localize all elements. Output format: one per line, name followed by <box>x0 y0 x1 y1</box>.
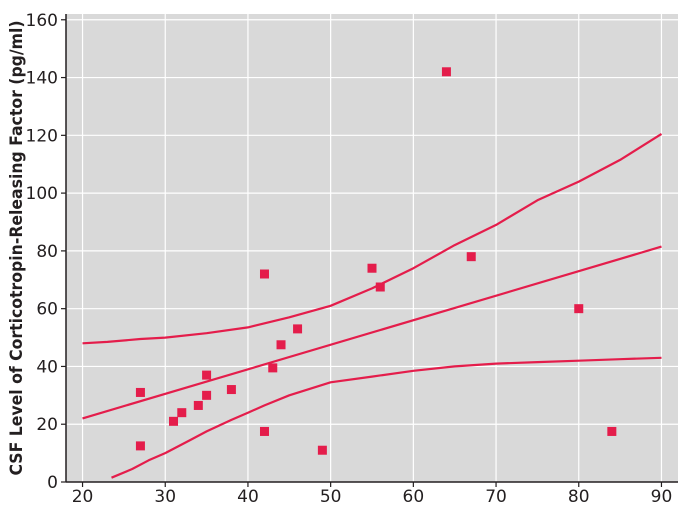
x-axis-ticks: 20 30 40 50 60 70 80 90 <box>72 482 673 507</box>
plot-background <box>66 14 678 482</box>
y-tick-label: 40 <box>36 357 58 377</box>
data-point <box>317 445 327 455</box>
data-point <box>202 370 212 380</box>
y-tick-label: 120 <box>26 126 58 146</box>
x-tick-label: 20 <box>72 487 94 507</box>
data-point <box>293 324 303 334</box>
gridlines <box>66 14 678 482</box>
data-point <box>466 252 476 262</box>
data-point <box>135 387 145 397</box>
y-tick-label: 160 <box>26 11 58 31</box>
y-tick-label: 140 <box>26 69 58 89</box>
x-tick-label: 70 <box>485 487 507 507</box>
y-tick-label: 0 <box>47 473 58 493</box>
y-tick-label: 80 <box>36 242 58 262</box>
data-point <box>574 304 584 314</box>
y-axis-ticks: 0 20 40 60 80 100 120 140 160 <box>26 11 66 493</box>
y-tick-label: 20 <box>36 415 58 435</box>
axes <box>65 14 678 483</box>
data-point <box>202 390 212 400</box>
data-point <box>259 269 269 279</box>
upper-band-line <box>82 132 663 345</box>
data-point <box>169 416 179 426</box>
data-point <box>367 263 377 273</box>
data-point <box>276 340 286 350</box>
data-point <box>226 385 236 395</box>
x-tick-label: 90 <box>651 487 673 507</box>
data-point <box>177 408 187 418</box>
line-series <box>82 132 663 479</box>
x-tick-label: 80 <box>568 487 590 507</box>
data-point <box>441 67 451 77</box>
lower-band-line <box>111 356 662 479</box>
x-tick-label: 40 <box>237 487 259 507</box>
data-point <box>193 400 203 410</box>
regression-line <box>82 245 662 420</box>
y-tick-label: 60 <box>36 300 58 320</box>
data-point <box>268 363 278 373</box>
data-point <box>607 426 617 436</box>
x-tick-label: 50 <box>320 487 342 507</box>
data-point <box>259 426 269 436</box>
x-tick-label: 60 <box>403 487 425 507</box>
x-tick-label: 30 <box>154 487 176 507</box>
y-tick-label: 100 <box>26 184 58 204</box>
y-axis-label: CSF Level of Corticotropin-Releasing Fac… <box>7 21 27 476</box>
data-point <box>375 282 385 292</box>
scatter-points <box>135 67 617 455</box>
data-point <box>135 441 145 451</box>
